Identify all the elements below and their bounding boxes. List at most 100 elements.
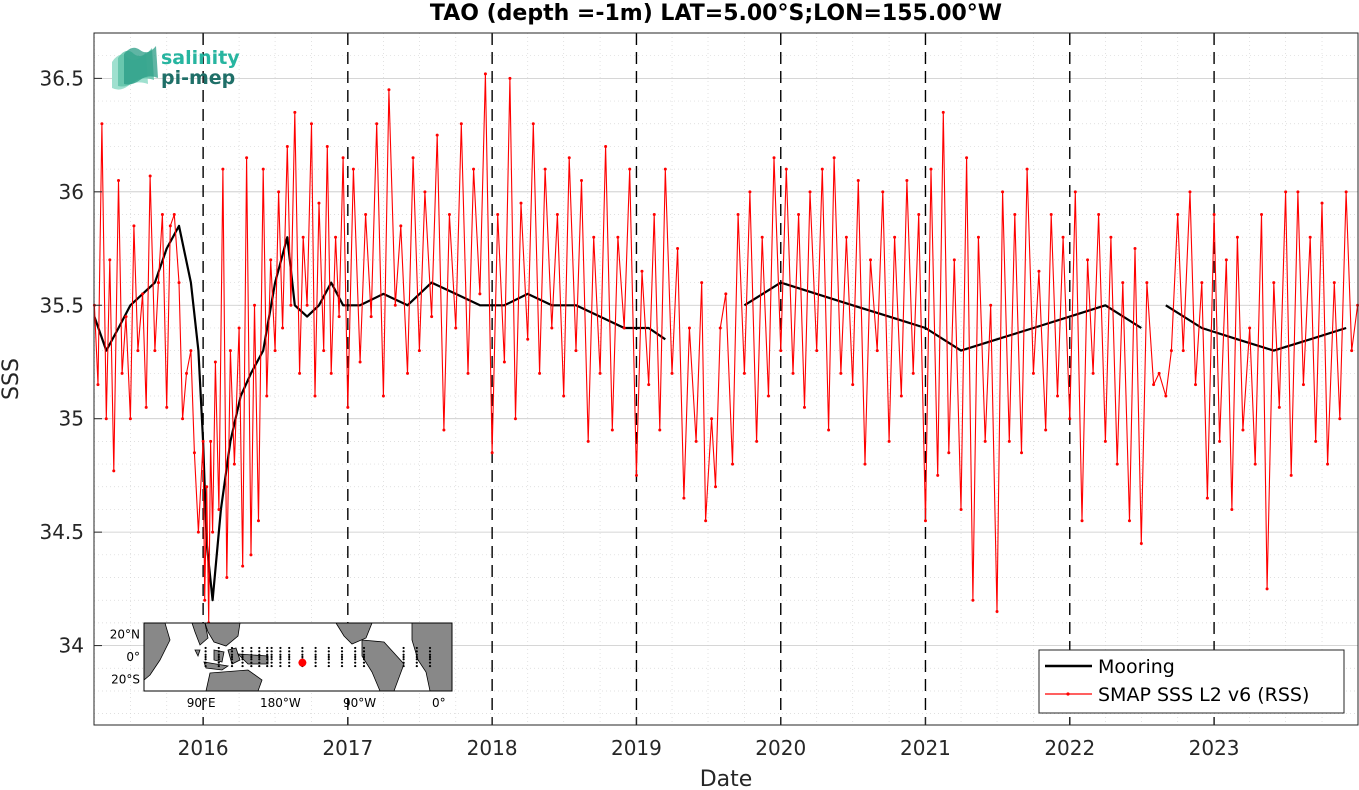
- inset-mooring-dot: [204, 653, 207, 656]
- smap-data-point: [313, 394, 317, 398]
- smap-data-point: [156, 281, 160, 285]
- inset-mooring-dot: [288, 653, 291, 656]
- inset-mooring-dot: [270, 653, 273, 656]
- inset-mooring-dot: [258, 646, 261, 650]
- inset-mooring-dot: [327, 655, 330, 659]
- smap-data-point: [411, 156, 415, 160]
- smap-data-point: [820, 167, 824, 171]
- smap-data-point: [694, 439, 698, 443]
- inset-mooring-dot: [279, 658, 282, 661]
- inset-mooring-dot: [340, 650, 344, 653]
- smap-data-point: [1169, 349, 1173, 353]
- smap-data-point: [1308, 235, 1312, 239]
- smap-data-point: [136, 349, 140, 353]
- year-boundary-lines: [202, 33, 1215, 725]
- inset-mooring-dot: [362, 650, 366, 653]
- inset-mooring-dot: [241, 650, 244, 653]
- smap-data-point: [100, 122, 104, 126]
- smap-data-point: [181, 417, 185, 421]
- inset-mooring-dot: [402, 653, 405, 656]
- inset-mooring-dot: [266, 646, 269, 650]
- smap-data-point: [1115, 462, 1119, 466]
- y-tick-label: 36.5: [39, 66, 84, 90]
- series-layer: [92, 72, 1359, 625]
- smap-data-point: [710, 417, 714, 421]
- inset-mooring-dot: [230, 650, 234, 653]
- smap-data-point: [1139, 541, 1143, 545]
- smap-data-point: [232, 462, 236, 466]
- smap-data-point: [628, 167, 632, 171]
- smap-data-point: [120, 371, 124, 375]
- inset-mooring-dot: [428, 650, 432, 653]
- smap-data-point: [325, 144, 329, 148]
- smap-data-point: [196, 530, 200, 534]
- smap-data-point: [261, 167, 265, 171]
- smap-data-point: [917, 213, 921, 217]
- smap-data-point: [203, 598, 207, 602]
- smap-data-point: [923, 519, 927, 523]
- smap-data-point: [334, 235, 338, 239]
- smap-data-point: [1248, 326, 1252, 330]
- smap-data-point: [1073, 190, 1077, 194]
- smap-data-point: [112, 469, 116, 473]
- inset-mooring-dot: [354, 661, 357, 664]
- x-tick-label: 2021: [900, 736, 951, 760]
- inset-land: [143, 622, 453, 692]
- smap-data-point: [856, 178, 860, 182]
- smap-data-point: [731, 462, 735, 466]
- inset-mooring-dot: [402, 664, 405, 668]
- inset-mooring-dot: [415, 650, 418, 653]
- smap-data-point: [172, 213, 176, 217]
- smap-data-point: [1344, 190, 1348, 194]
- smap-data-point: [647, 383, 651, 387]
- smap-data-point: [466, 371, 470, 375]
- smap-data-point: [1109, 235, 1113, 239]
- smap-data-point: [1049, 213, 1053, 217]
- smap-data-point: [381, 394, 385, 398]
- legend-label-smap: SMAP SSS L2 v6 (RSS): [1098, 684, 1309, 706]
- smap-data-point: [496, 213, 500, 217]
- smap-data-point: [1205, 496, 1209, 500]
- smap-data-point: [358, 360, 362, 364]
- smap-data-point: [772, 156, 776, 160]
- inset-lon-label: 180°W: [260, 696, 301, 710]
- inset-mooring-dot: [362, 653, 366, 656]
- inset-mooring-dot: [340, 658, 344, 661]
- y-tick-label: 35: [59, 407, 84, 431]
- inset-mooring-dot: [314, 661, 317, 664]
- smap-data-point: [337, 315, 341, 319]
- inset-mooring-dot: [279, 661, 282, 664]
- inset-mooring-dot: [270, 661, 273, 664]
- smap-data-point: [1296, 190, 1300, 194]
- smap-data-point: [802, 405, 806, 409]
- inset-mooring-dot: [270, 646, 273, 650]
- smap-data-point: [941, 110, 945, 114]
- smap-data-point: [185, 371, 189, 375]
- legend-marker-smap: [1066, 692, 1070, 696]
- salinity-pi-mep-logo: salinity pi-mep: [112, 46, 240, 90]
- inset-mooring-dot: [288, 661, 291, 664]
- inset-mooring-dot: [362, 646, 366, 650]
- smap-data-point: [526, 337, 530, 341]
- smap-data-point: [1097, 213, 1101, 217]
- inset-mooring-dot: [415, 661, 418, 664]
- inset-mooring-dot: [217, 646, 220, 650]
- inset-mooring-dot: [362, 661, 366, 664]
- inset-mooring-dot: [354, 655, 357, 659]
- smap-data-point: [959, 507, 963, 511]
- inset-mooring-dot: [241, 655, 244, 659]
- smap-data-point: [1091, 371, 1095, 375]
- y-tick-label: 36: [59, 180, 84, 204]
- inset-mooring-dot: [327, 650, 330, 653]
- smap-data-point: [1037, 269, 1041, 273]
- smap-data-point: [658, 428, 662, 432]
- inset-lon-label: 90°W: [343, 696, 376, 710]
- smap-data-point: [141, 292, 145, 296]
- smap-data-point: [851, 383, 855, 387]
- smap-data-point: [253, 303, 257, 307]
- inset-mooring-dot: [428, 646, 432, 650]
- smap-data-point: [784, 167, 788, 171]
- inset-lat-label: 0°: [126, 650, 140, 664]
- inset-mooring-dot: [266, 661, 269, 664]
- inset-location-marker: [298, 658, 307, 667]
